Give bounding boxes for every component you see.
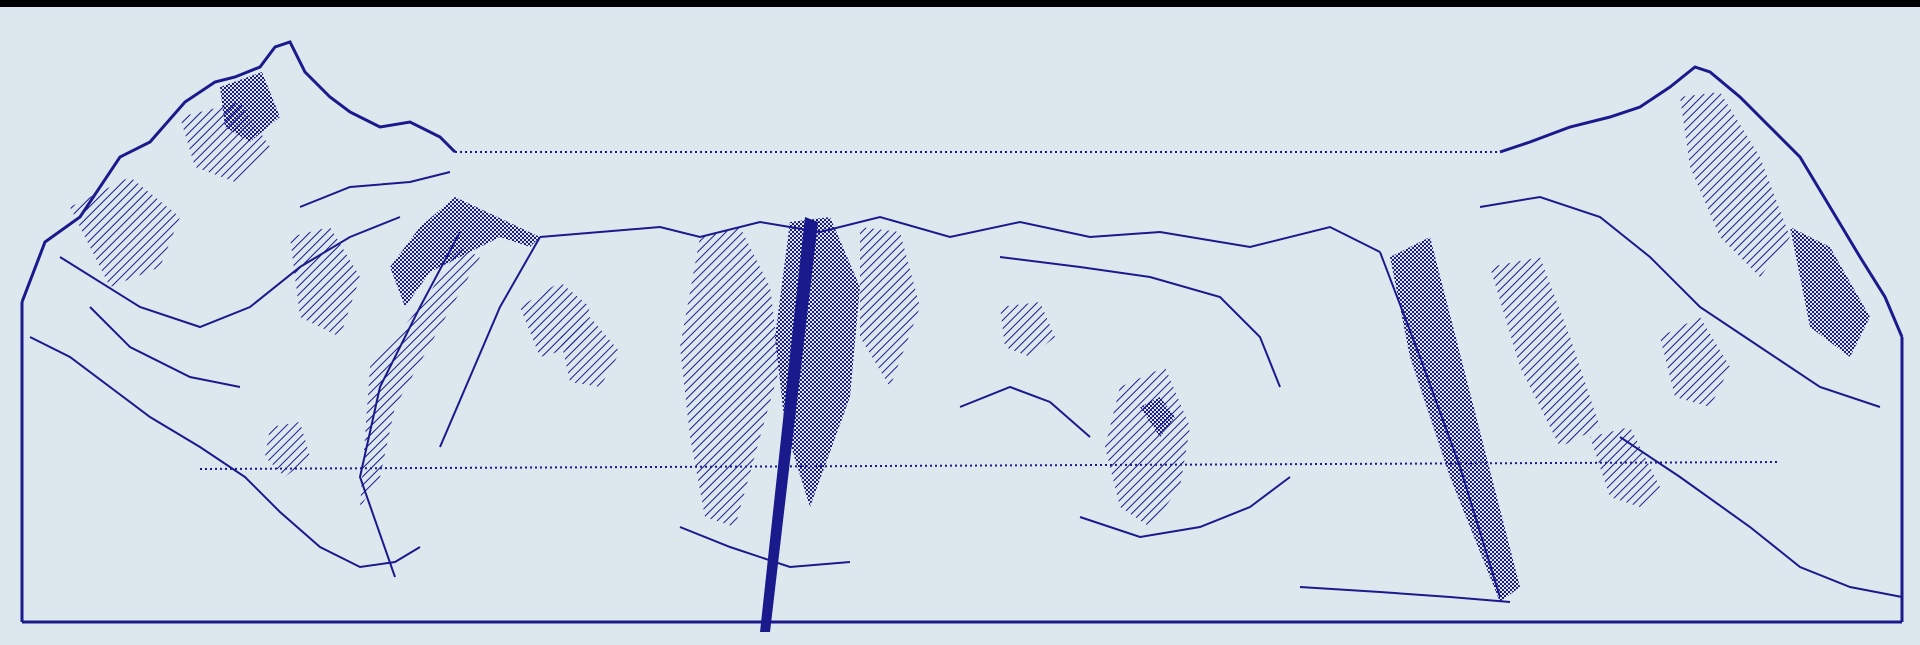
right-escarpment bbox=[1299, 237, 1660, 603]
block-diagram bbox=[20, 40, 1904, 632]
left-mountain-range bbox=[20, 40, 457, 569]
central-volcano bbox=[959, 256, 1291, 539]
right-mountain-range bbox=[1479, 65, 1904, 598]
central-rift bbox=[539, 215, 1381, 632]
block-outline bbox=[20, 151, 1904, 624]
left-escarpment bbox=[358, 197, 590, 578]
